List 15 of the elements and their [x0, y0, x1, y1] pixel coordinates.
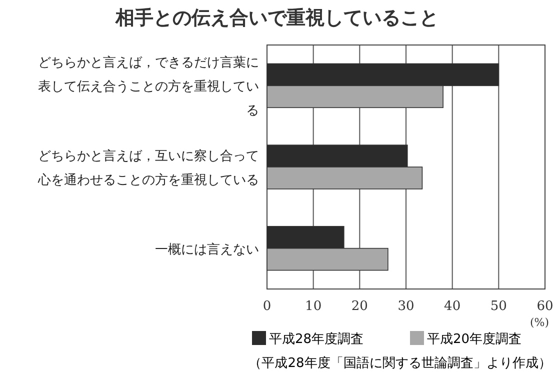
x-tick-label: 60 — [536, 299, 554, 314]
legend-label: 平成28年度調査 — [269, 331, 364, 347]
x-tick-label: 0 — [262, 299, 272, 314]
x-tick-label: 50 — [490, 299, 507, 314]
y-tick-label: 一概には言えない — [155, 241, 259, 258]
legend-label: 平成20年度調査 — [427, 331, 522, 347]
y-tick-label: どちらかと言えば，できるだけ言葉に表して伝え合うことの方を重視している — [38, 54, 259, 119]
x-tick-label: 20 — [351, 299, 368, 314]
y-tick-label: どちらかと言えば，互いに察し合って心を通わせることの方を重視している — [37, 148, 259, 188]
x-tick-label: 40 — [444, 299, 461, 314]
chart-title: 相手との伝え合いで重視していること — [114, 7, 438, 29]
x-tick-label: 10 — [305, 299, 322, 314]
x-tick-label: 30 — [398, 299, 414, 314]
text: （平成28年度「国語に関する世論調査」より作成） — [248, 355, 552, 371]
x-axis-title: (%) — [530, 316, 549, 329]
